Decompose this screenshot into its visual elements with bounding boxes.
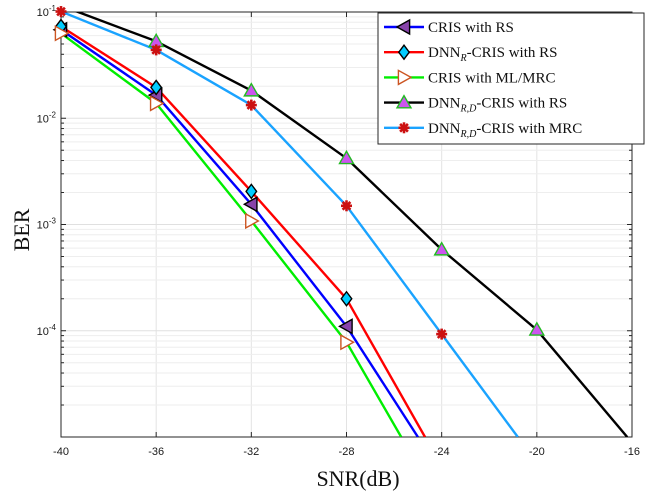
x-tick-label: -24 [434,446,450,458]
legend-label-main: DNN [428,96,461,112]
legend-label-main: CRIS with RS [428,20,514,36]
legend-label-tail: -CRIS with MRC [476,121,582,137]
legend-label-subscript: R,D [460,129,478,140]
asterisk-core [58,9,64,14]
asterisk-core [401,125,407,131]
series-3-marker [340,334,355,351]
series-3-marker [54,25,70,42]
legend-marker-5 [398,122,410,134]
y-tick-base: 10 [37,7,49,19]
series-5-marker [436,328,448,340]
y-tick-label: 10-2 [37,110,57,125]
legend-label-1: CRIS with RS [428,20,514,36]
series-5-marker [150,44,162,56]
legend-marker-2 [397,44,411,61]
legend-label-subscript: R,D [460,104,478,115]
series-3-marker [149,95,165,112]
series-5-marker [341,200,352,212]
legend-label-3: CRIS with ML/MRC [428,70,556,86]
series-4-marker [338,149,355,165]
x-tick-label: -28 [339,446,355,458]
series-2-marker [150,79,163,96]
asterisk-core [248,102,254,108]
y-tick-base: 10 [37,326,49,338]
series-line-1 [61,28,419,437]
y-tick-exponent: -3 [49,217,57,226]
x-tick-label: -36 [148,446,164,458]
x-tick-label: -16 [624,446,640,458]
y-tick-label: 10-4 [37,323,57,338]
legend-marker-4 [395,94,413,109]
legend-label-5: DNNR,D-CRIS with MRC [428,121,582,140]
series-markers [52,6,546,351]
x-axis-tick-labels: -40 -36 -32 -28 -24 -20 -16 [53,446,640,458]
legend-label-subscript: R [460,53,467,64]
y-tick-base: 10 [37,220,49,232]
series-3-marker [245,212,260,230]
legend-marker-3 [397,69,413,86]
series-2-marker [245,183,258,200]
x-tick-label: -32 [243,446,259,458]
series-line-5 [61,12,519,437]
legend-label-2: DNNR-CRIS with RS [428,45,557,64]
y-axis-tick-labels: 10-110-210-310-4 [37,4,57,338]
legend-label-4: DNNR,D-CRIS with RS [428,96,567,115]
legend-label-main: DNN [428,45,461,61]
y-tick-base: 10 [37,113,49,125]
series-1-marker [242,196,258,213]
y-axis-title: BER [9,208,34,251]
series-2-marker [340,290,353,307]
asterisk-core [439,331,445,337]
series-line-2 [61,25,427,437]
legend-label-tail: -CRIS with RS [476,96,567,112]
y-tick-exponent: -2 [49,110,57,119]
asterisk-core [153,47,159,53]
legend-label-main: CRIS with ML/MRC [428,70,556,86]
series-5-marker [245,99,257,111]
series-4-marker [433,241,450,256]
y-tick-label: 10-3 [37,217,57,232]
x-tick-label: -40 [53,446,69,458]
series-1-marker [338,318,353,335]
legend-marker-1 [395,18,411,36]
series-5-marker [55,6,67,18]
y-tick-exponent: -4 [49,323,57,332]
asterisk-core [344,203,349,209]
x-tick-label: -20 [529,446,545,458]
y-tick-exponent: -1 [49,4,57,13]
series-4-marker [528,321,546,336]
x-axis-title: SNR(dB) [316,466,399,491]
series-4-marker [243,82,260,97]
legend-label-tail: -CRIS with RS [467,45,558,61]
legend-label-main: DNN [428,121,461,137]
y-tick-label: 10-1 [37,4,57,19]
